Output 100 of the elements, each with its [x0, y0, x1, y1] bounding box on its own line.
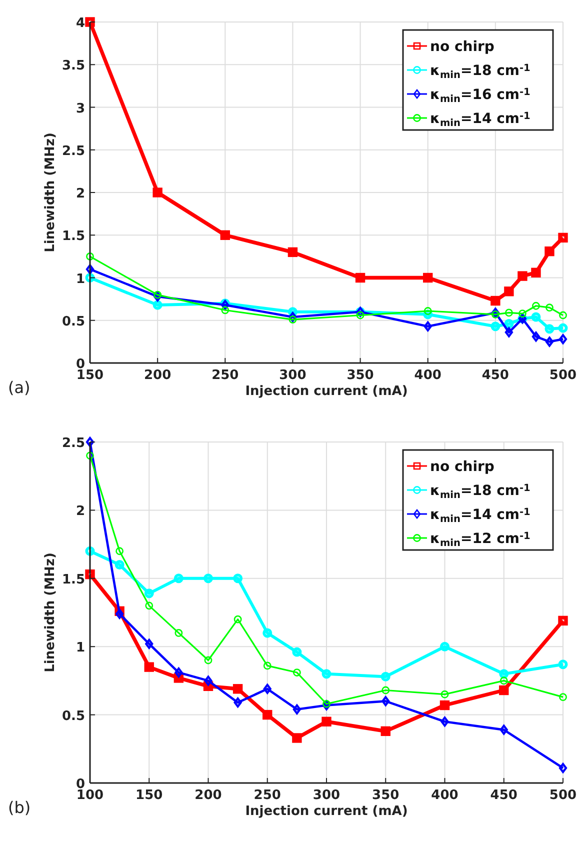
point — [85, 546, 95, 556]
x-tick-label: 350 — [372, 788, 400, 803]
y-axis-title: Linewidth (MHz) — [43, 552, 58, 672]
point — [154, 290, 162, 299]
point — [322, 700, 330, 708]
point — [154, 291, 162, 302]
point — [559, 311, 567, 320]
point — [440, 690, 449, 698]
point — [288, 312, 297, 322]
point — [288, 247, 298, 258]
y-tick-label: 1 — [76, 640, 85, 656]
point — [499, 669, 509, 679]
x-tick-label: 250 — [254, 788, 281, 803]
point — [234, 697, 242, 708]
point — [491, 308, 500, 318]
y-tick-label: 1.5 — [62, 572, 85, 588]
point — [546, 304, 554, 312]
text: (b) — [8, 798, 31, 817]
point — [145, 602, 154, 610]
y-tick-label: 4 — [76, 16, 85, 31]
legend-label: κ$_{min}$=16 cm$^{-1}$ — [430, 87, 531, 105]
point — [500, 724, 508, 735]
point — [558, 762, 568, 774]
point — [144, 662, 154, 672]
point — [85, 569, 95, 580]
point — [531, 268, 541, 278]
point — [232, 684, 243, 694]
point — [424, 307, 432, 315]
legend-label: no chirp — [430, 39, 494, 55]
point — [440, 716, 449, 727]
point — [380, 726, 390, 736]
legend-label: κ$_{min}$=18 cm$^{-1}$ — [430, 483, 531, 501]
point — [86, 436, 94, 448]
point — [86, 452, 94, 460]
point — [558, 323, 568, 333]
point — [559, 693, 567, 702]
x-tick-label: 300 — [279, 368, 306, 383]
legend-label: κ$_{min}$=14 cm$^{-1}$ — [430, 111, 531, 129]
y-tick-label: 3.5 — [62, 58, 85, 74]
point — [85, 273, 95, 282]
point — [545, 336, 554, 347]
y-tick-label: 1 — [76, 272, 85, 287]
point — [558, 334, 568, 344]
point — [86, 264, 94, 274]
point — [292, 647, 302, 657]
y-tick-label: 0.5 — [62, 314, 85, 330]
point — [262, 710, 272, 720]
point — [355, 272, 366, 283]
point — [504, 327, 513, 338]
x-tick-label: 150 — [136, 788, 163, 803]
point — [532, 302, 540, 310]
x-tick-label: 400 — [431, 788, 458, 803]
point — [221, 306, 230, 314]
x-tick-label: 500 — [549, 368, 577, 383]
x-tick-label: 150 — [76, 368, 104, 383]
y-axis-title: Linewidth (MHz) — [43, 132, 58, 252]
x-tick-label: 200 — [144, 368, 172, 383]
point — [558, 660, 568, 670]
point — [558, 232, 568, 243]
point — [499, 685, 509, 696]
point — [263, 662, 272, 670]
point — [152, 188, 162, 198]
x-tick-label: 300 — [312, 788, 340, 803]
point — [114, 560, 124, 570]
point — [440, 700, 450, 710]
point — [531, 312, 541, 322]
point — [144, 588, 154, 598]
point — [424, 321, 432, 332]
point — [292, 704, 301, 714]
point — [204, 676, 212, 686]
legend-label: κ$_{min}$=18 cm$^{-1}$ — [430, 63, 531, 81]
point — [233, 574, 243, 584]
point — [322, 669, 332, 679]
y-tick-label: 1.5 — [62, 229, 85, 244]
point — [504, 286, 514, 296]
point — [174, 574, 184, 584]
point — [262, 628, 272, 638]
legend-label: κ$_{min}$=14 cm$^{-1}$ — [430, 507, 531, 525]
point — [292, 733, 302, 743]
legend-label: no chirp — [430, 459, 494, 475]
x-axis-title: Injection current (mA) — [245, 804, 408, 819]
point — [174, 629, 183, 637]
point — [491, 310, 500, 318]
x-axis-title: Injection current (mA) — [245, 384, 408, 399]
point — [322, 716, 332, 726]
point — [234, 615, 242, 624]
x-tick-label: 200 — [194, 788, 222, 803]
y-tick-label: 2 — [76, 504, 85, 520]
point — [86, 252, 94, 260]
text: (a) — [8, 378, 30, 397]
point — [356, 311, 364, 320]
point — [145, 638, 154, 649]
x-tick-label: 100 — [76, 788, 104, 803]
point — [440, 642, 450, 652]
legend-label: κ$_{min}$=12 cm$^{-1}$ — [430, 531, 531, 549]
point — [263, 684, 272, 694]
point — [518, 310, 526, 318]
point — [490, 322, 500, 332]
point — [544, 324, 554, 334]
point — [204, 574, 213, 584]
